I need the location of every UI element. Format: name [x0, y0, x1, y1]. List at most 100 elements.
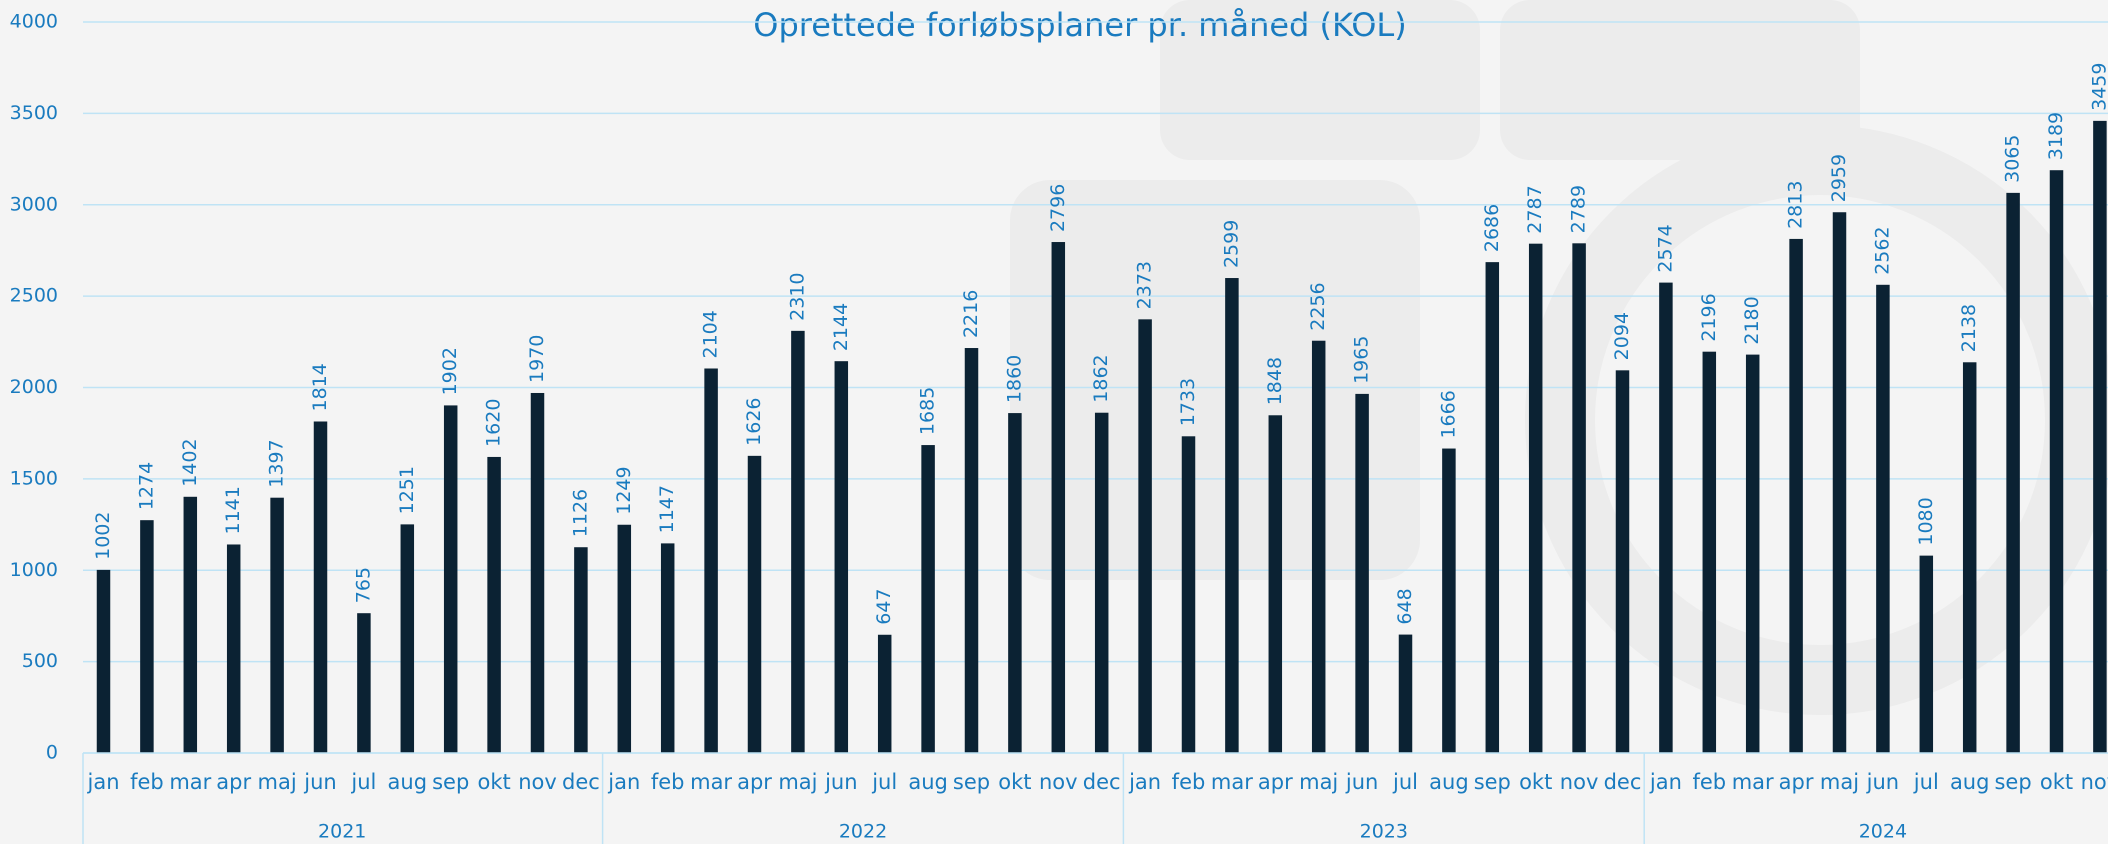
value-label: 1249 [613, 466, 635, 514]
bar [747, 455, 762, 753]
x-tick-label: dec [562, 770, 600, 794]
value-label: 2813 [1785, 181, 1807, 229]
x-tick-label: apr [1258, 770, 1293, 794]
x-tick-label: dec [1604, 770, 1642, 794]
value-label: 1126 [569, 489, 591, 537]
value-label: 1860 [1003, 355, 1025, 403]
value-label: 647 [873, 588, 895, 624]
bar [834, 361, 849, 753]
x-tick-label: sep [1474, 770, 1511, 794]
bar [877, 634, 892, 753]
value-label: 1620 [483, 399, 505, 447]
x-tick-label: sep [1994, 770, 2031, 794]
x-tick-label: okt [998, 770, 1031, 794]
value-label: 1814 [309, 363, 331, 411]
value-label: 2959 [1828, 154, 1850, 202]
value-label: 1902 [439, 347, 461, 395]
value-label: 2796 [1047, 184, 1069, 232]
bar [1962, 362, 1977, 753]
x-tick-label: mar [1732, 770, 1774, 794]
bar [2049, 170, 2064, 753]
value-label: 765 [352, 567, 374, 603]
y-tick-label: 0 [46, 742, 58, 764]
value-label: 2196 [1698, 293, 1720, 341]
y-tick-label: 3000 [10, 193, 58, 215]
x-tick-label: jul [1392, 770, 1418, 794]
bar [140, 520, 154, 753]
bar [530, 392, 545, 753]
bar [96, 569, 111, 753]
bar [1311, 340, 1326, 753]
group-label: 2021 [318, 821, 366, 843]
x-tick-label: maj [778, 770, 817, 794]
bar [1138, 319, 1152, 753]
value-label: 2216 [960, 290, 982, 338]
x-tick-label: jun [303, 770, 336, 794]
value-label: 1965 [1351, 336, 1373, 384]
value-label: 2094 [1611, 312, 1633, 360]
y-tick-label: 2500 [10, 285, 58, 307]
bar [1225, 278, 1239, 753]
x-tick-label: apr [1779, 770, 1814, 794]
value-label: 1666 [1437, 390, 1459, 438]
value-label: 2180 [1741, 296, 1763, 344]
value-label: 2310 [786, 272, 808, 320]
value-label: 2686 [1481, 204, 1503, 252]
bar [1094, 412, 1109, 753]
value-label: 2373 [1134, 261, 1156, 309]
bar [704, 368, 718, 753]
x-tick-label: nov [1039, 770, 1078, 794]
y-tick-label: 500 [22, 650, 58, 672]
value-label: 648 [1394, 588, 1416, 624]
x-tick-label: apr [737, 770, 772, 794]
bar [1789, 238, 1803, 753]
value-label: 1626 [743, 397, 765, 445]
bar [660, 543, 675, 753]
value-label: 1733 [1177, 378, 1199, 426]
bar [617, 524, 632, 753]
value-label: 2256 [1307, 282, 1329, 330]
value-label: 1141 [222, 486, 244, 534]
x-tick-label: mar [690, 770, 732, 794]
value-label: 3189 [2045, 112, 2067, 160]
value-label: 1685 [917, 387, 939, 435]
x-tick-label: jun [1345, 770, 1378, 794]
x-tick-label: aug [1950, 770, 1990, 794]
bar [1832, 212, 1847, 754]
bar [2093, 120, 2107, 754]
value-label: 1862 [1090, 354, 1112, 402]
value-label: 2144 [830, 303, 852, 351]
x-tick-label: dec [1083, 770, 1121, 794]
value-label: 1080 [1915, 497, 1937, 545]
bar [1398, 634, 1413, 753]
x-tick-label: okt [1519, 770, 1552, 794]
bar [1615, 370, 1630, 753]
value-label: 2104 [700, 310, 722, 358]
value-label: 2574 [1654, 224, 1676, 272]
value-label: 1274 [135, 462, 157, 510]
x-tick-label: aug [388, 770, 428, 794]
x-tick-label: maj [1299, 770, 1338, 794]
value-label: 1251 [396, 466, 418, 514]
y-tick-label: 1000 [10, 559, 58, 581]
value-label: 1848 [1264, 357, 1286, 405]
x-tick-label: apr [216, 770, 251, 794]
bar [1528, 243, 1543, 753]
bar [270, 497, 284, 753]
bar [487, 456, 501, 753]
group-label: 2023 [1360, 821, 1408, 843]
bar [400, 524, 415, 753]
bar [313, 421, 328, 753]
y-tick-label: 1500 [10, 467, 58, 489]
y-tick-label: 3500 [10, 102, 58, 124]
x-tick-label: jul [871, 770, 897, 794]
group-label: 2022 [839, 821, 887, 843]
bar [1268, 415, 1283, 753]
value-label: 3065 [2002, 135, 2024, 183]
bar [964, 348, 979, 753]
bar [921, 445, 935, 753]
x-tick-label: nov [1560, 770, 1599, 794]
bar [1745, 354, 1760, 753]
value-label: 1002 [92, 512, 114, 560]
